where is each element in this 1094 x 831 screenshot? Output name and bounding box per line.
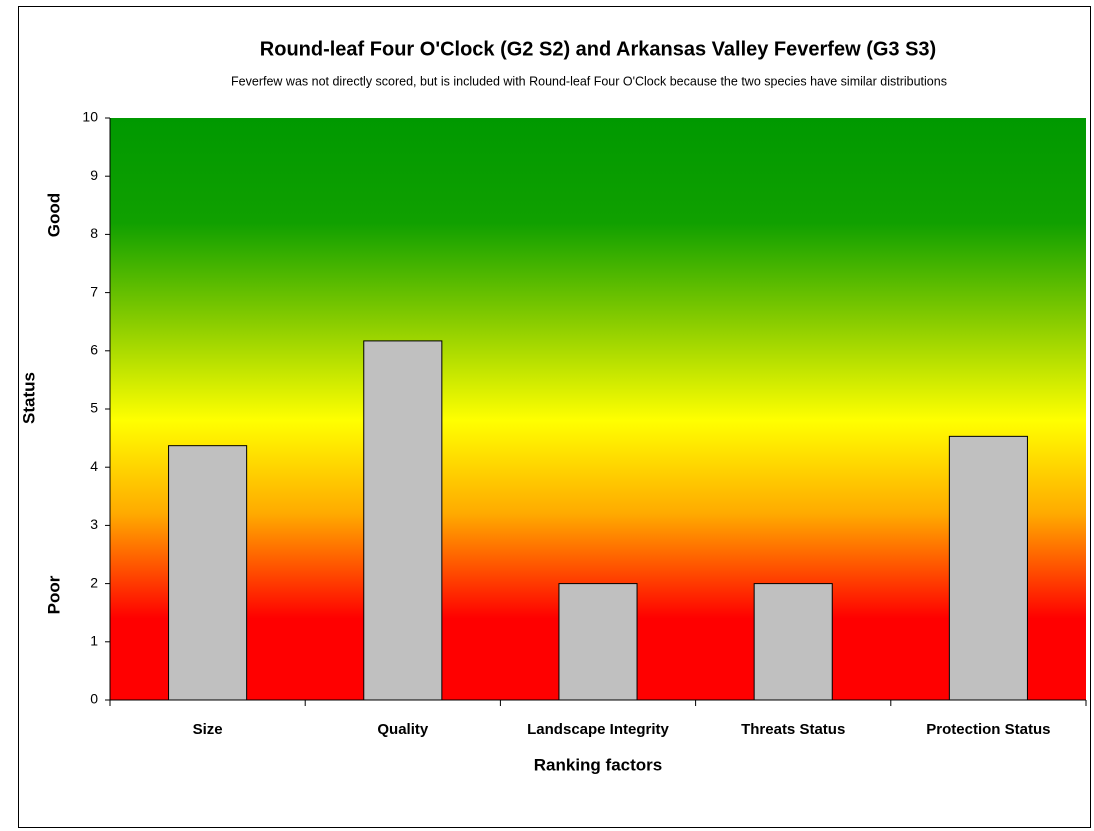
chart-title: Round-leaf Four O'Clock (G2 S2) and Arka… <box>260 38 936 60</box>
x-tick-label: Threats Status <box>741 721 845 738</box>
x-tick-label: Quality <box>377 721 429 738</box>
x-tick-label: Landscape Integrity <box>527 721 669 738</box>
bar <box>753 583 833 701</box>
x-tick-label: Protection Status <box>926 721 1050 738</box>
annotation: Poor <box>44 575 63 614</box>
y-tick-label: 9 <box>90 167 98 183</box>
y-tick-label: 8 <box>90 225 98 241</box>
bar <box>558 583 638 701</box>
y-tick-label: 3 <box>90 516 98 532</box>
y-tick-label: 5 <box>90 400 98 416</box>
bar <box>363 340 443 701</box>
bar <box>168 445 248 701</box>
bar <box>948 435 1028 701</box>
x-tick-label: Size <box>193 721 223 738</box>
y-tick-label: 10 <box>82 109 98 125</box>
chart-subtitle: Feverfew was not directly scored, but is… <box>231 74 947 88</box>
x-axis-label: Ranking factors <box>534 755 662 774</box>
y-tick-label: 7 <box>90 283 98 299</box>
y-tick-label: 1 <box>90 633 98 649</box>
y-tick-label: 4 <box>90 458 98 474</box>
y-tick-label: 2 <box>90 574 98 590</box>
annotation: Good <box>44 193 63 237</box>
y-axis-label: Status <box>19 372 38 424</box>
y-tick-label: 0 <box>90 691 98 707</box>
y-tick-label: 6 <box>90 342 98 358</box>
